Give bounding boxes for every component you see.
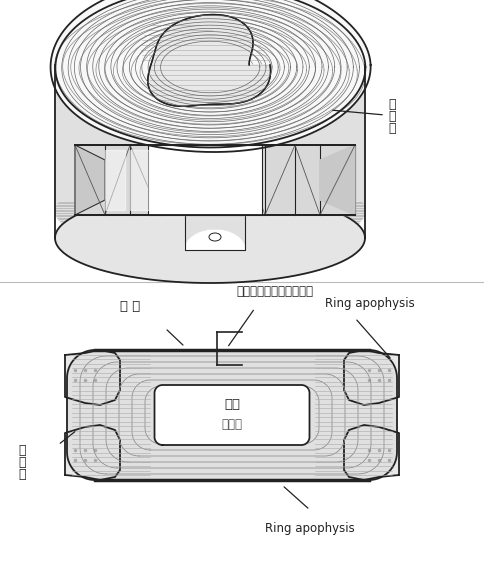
Text: 線: 線 (388, 97, 395, 111)
Text: 輪: 輪 (18, 468, 26, 481)
Text: 維: 維 (388, 110, 395, 123)
Text: 終板内のコラーゲン線維: 終板内のコラーゲン線維 (237, 285, 314, 298)
Polygon shape (154, 385, 309, 445)
Polygon shape (55, 193, 365, 283)
Polygon shape (67, 350, 397, 480)
Polygon shape (105, 150, 125, 210)
Polygon shape (185, 230, 245, 250)
Polygon shape (320, 145, 355, 215)
Polygon shape (185, 215, 245, 250)
Polygon shape (344, 425, 399, 480)
Polygon shape (55, 0, 365, 200)
Polygon shape (344, 350, 399, 405)
Polygon shape (55, 0, 365, 255)
Polygon shape (65, 425, 120, 480)
Text: 髓　核: 髓 核 (222, 419, 242, 432)
Polygon shape (148, 15, 271, 106)
Text: 終 板: 終 板 (120, 300, 140, 313)
Polygon shape (148, 145, 262, 215)
Text: 輪: 輪 (388, 121, 395, 134)
Text: 維: 維 (18, 455, 26, 469)
Polygon shape (75, 145, 105, 215)
Text: Ring apophysis: Ring apophysis (325, 297, 415, 310)
Polygon shape (50, 0, 371, 152)
Text: 髓核: 髓核 (224, 398, 240, 411)
Polygon shape (75, 145, 355, 215)
Text: 線: 線 (18, 443, 26, 456)
Polygon shape (65, 350, 120, 405)
Ellipse shape (209, 233, 221, 241)
Polygon shape (130, 150, 155, 210)
Text: Ring apophysis: Ring apophysis (265, 522, 355, 535)
